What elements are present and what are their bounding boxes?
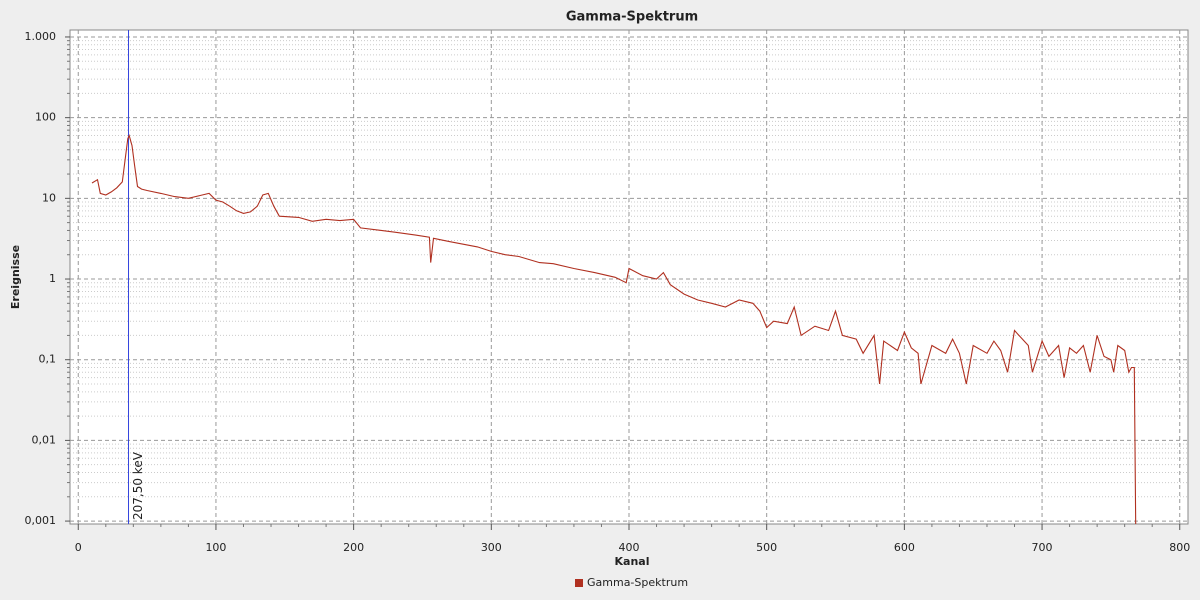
y-tick-label: 1 xyxy=(49,272,56,285)
y-tick-label: 1.000 xyxy=(25,30,57,43)
x-tick-label: 400 xyxy=(619,541,640,554)
chart-title: Gamma-Spektrum xyxy=(566,10,698,25)
legend-swatch xyxy=(575,579,583,587)
x-tick-label: 700 xyxy=(1032,541,1053,554)
y-tick-label: 0,001 xyxy=(25,514,57,527)
marker-label: 207,50 keV xyxy=(131,451,145,520)
y-tick-label: 10 xyxy=(42,191,56,204)
plot-content xyxy=(91,30,1137,524)
x-tick-label: 200 xyxy=(343,541,364,554)
y-tick-label: 0,1 xyxy=(39,353,57,366)
x-tick-label: 0 xyxy=(75,541,82,554)
x-tick-label: 100 xyxy=(205,541,226,554)
y-tick-label: 0,01 xyxy=(32,433,57,446)
y-axis-label: Ereignisse xyxy=(9,245,22,309)
data-line xyxy=(91,134,1137,524)
legend-label: Gamma-Spektrum xyxy=(587,576,688,589)
x-tick-label: 500 xyxy=(756,541,777,554)
x-tick-label: 600 xyxy=(894,541,915,554)
x-axis-label: Kanal xyxy=(615,555,650,568)
x-tick-label: 300 xyxy=(481,541,502,554)
x-tick-label: 800 xyxy=(1169,541,1190,554)
y-tick-label: 100 xyxy=(35,111,56,124)
